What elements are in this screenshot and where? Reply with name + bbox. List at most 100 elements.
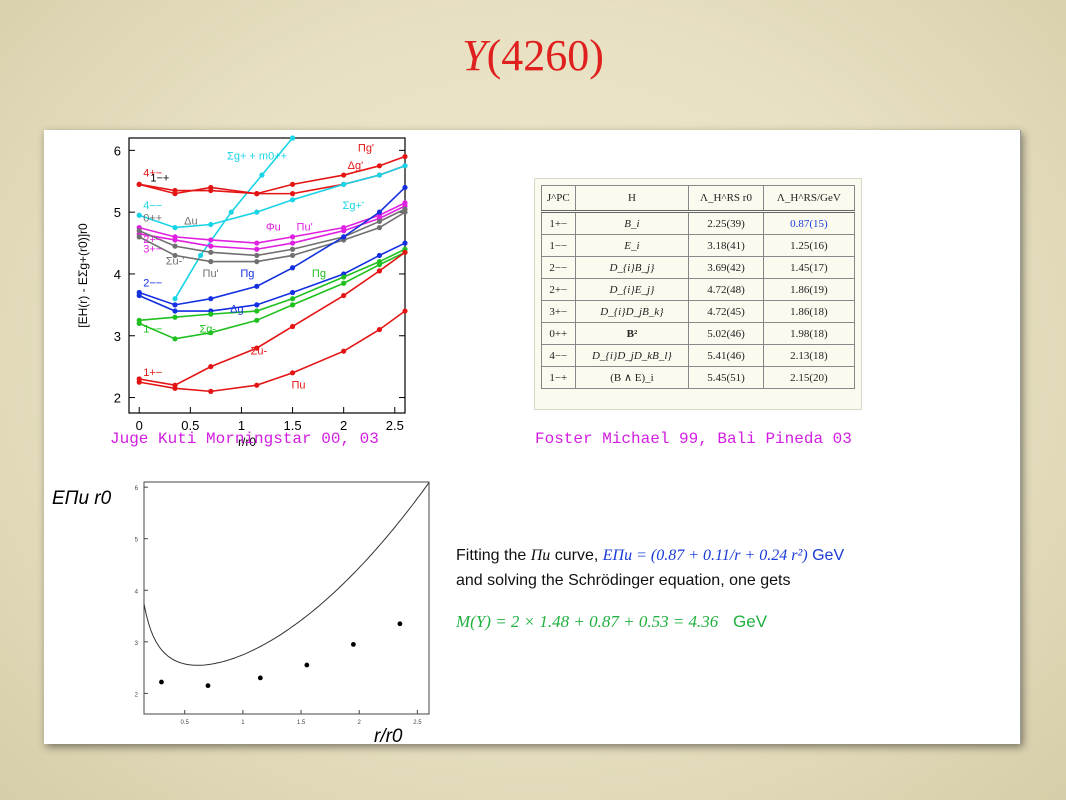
y-tick-label: 6	[135, 486, 139, 492]
table-cell: 2+−	[541, 278, 576, 301]
series-annotation: Σg+ + m0++	[227, 151, 287, 163]
data-point	[289, 302, 296, 308]
table-cell: 2.13(18)	[762, 344, 856, 367]
series-line	[138, 165, 406, 229]
data-point	[289, 135, 296, 141]
data-point	[172, 191, 178, 197]
data-point	[172, 252, 178, 259]
data-point	[205, 683, 211, 689]
series-line	[139, 310, 406, 393]
series-line	[139, 205, 406, 251]
data-point	[254, 382, 260, 388]
data-point	[289, 296, 296, 302]
data-point	[172, 237, 178, 243]
data-point	[376, 225, 383, 231]
data-point	[254, 246, 260, 252]
data-point	[172, 243, 178, 249]
y-axis-label: [EH(r) - EΣg+(r0)]r0	[76, 223, 90, 328]
table-cell: (B ∧ E)_i	[574, 366, 690, 389]
data-point	[136, 234, 142, 240]
series-annotation: Δu	[184, 216, 197, 228]
series-annotation: 1−−	[143, 324, 162, 336]
data-point	[136, 379, 142, 385]
y-tick-label: 5	[135, 538, 139, 544]
table-header: Λ_H^RS/GeV	[762, 185, 856, 212]
data-point	[341, 348, 347, 354]
data-point	[289, 252, 296, 259]
data-point	[136, 228, 142, 234]
table-cell: 1.86(18)	[762, 300, 856, 323]
data-point	[397, 621, 403, 627]
x-tick-label: 0.5	[181, 418, 199, 433]
data-point	[376, 172, 383, 178]
data-point	[289, 265, 296, 271]
fit-mid: curve,	[554, 547, 599, 564]
title-rest: (4260)	[486, 31, 604, 80]
data-point	[289, 234, 296, 240]
data-point	[208, 364, 214, 370]
data-point	[254, 240, 260, 246]
series-annotation: 1+−	[143, 367, 162, 379]
series-annotation: 3+−	[143, 243, 162, 255]
table-cell: B_i	[574, 210, 690, 235]
series-line	[138, 208, 406, 257]
data-point	[402, 308, 408, 314]
data-point	[341, 172, 347, 178]
table-header: Λ_H^RS r0	[688, 185, 764, 212]
series-annotation: 2+−	[143, 234, 162, 246]
y-tick-label: 2	[114, 391, 121, 406]
table-cell: B²	[574, 322, 690, 345]
data-point	[341, 280, 347, 286]
data-point	[172, 308, 178, 314]
table-cell: 4.72(48)	[688, 278, 764, 301]
content-panel: 2 3 4 5 6 0 0.5 1 1.5 2 2.5 r/r0 [EH(r) - EΣg+(r0)]r…	[44, 130, 1021, 747]
table-row: 4−− D_{i}D_jD_kB_l} 5.41(46) 2.13(18)	[541, 344, 856, 367]
x-axis-label: r/r0	[238, 435, 256, 449]
series-annotation: 1−+	[150, 172, 169, 184]
plot-frame	[143, 481, 430, 715]
fit-unit: GeV	[812, 547, 845, 564]
table-cell: 2.15(20)	[762, 366, 856, 389]
data-point	[402, 209, 408, 215]
data-point	[208, 184, 214, 191]
table-cell: 5.41(46)	[688, 344, 764, 367]
table-header: J^PC	[541, 185, 576, 212]
series-annotation: 2−−	[143, 277, 162, 289]
series-line	[139, 248, 406, 322]
hybrid-potentials-chart: 2 3 4 5 6 0 0.5 1 1.5 2 2.5 r/r0 [EH(r) - EΣg+(r0)]r…	[76, 135, 408, 449]
data-point	[376, 326, 383, 333]
table-cell: 4−−	[541, 344, 576, 367]
data-point	[228, 209, 234, 215]
data-point	[341, 228, 347, 234]
fit-curve-name: Πu	[530, 547, 551, 564]
data-point	[254, 283, 260, 289]
data-point	[376, 218, 383, 225]
y-tick-label: 3	[135, 641, 139, 647]
y-axis-label: EΠu r0	[52, 488, 112, 509]
series-annotation: Δg'	[348, 160, 364, 172]
data-point	[341, 181, 347, 187]
table-cell: 3.69(42)	[688, 256, 764, 279]
y-tick-label: 5	[114, 205, 121, 220]
data-point	[376, 209, 383, 215]
data-point	[341, 234, 347, 240]
fit-prefix: Fitting the	[456, 547, 527, 564]
fit-description: Fitting the Πu curve, EΠu = (0.87 + 0.11…	[456, 543, 844, 593]
data-point	[208, 243, 214, 249]
data-point	[208, 258, 214, 265]
table-row: 1+− B_i 2.25(39) 0.87(15)	[541, 210, 856, 235]
data-point	[402, 163, 408, 169]
caption-left: Juge Kuti Morningstar 00, 03	[110, 430, 379, 448]
data-point	[350, 642, 356, 647]
x-tick-label: 2	[340, 418, 347, 433]
data-point	[254, 302, 260, 308]
data-point	[172, 314, 178, 320]
data-point	[172, 302, 178, 308]
table-cell: 1.25(16)	[762, 234, 856, 257]
series-annotation: Πu'	[297, 222, 313, 234]
data-point	[208, 311, 214, 317]
table-cell: 1.45(17)	[762, 256, 856, 279]
data-point	[254, 252, 260, 259]
data-point	[254, 258, 260, 265]
data-point	[304, 662, 310, 668]
